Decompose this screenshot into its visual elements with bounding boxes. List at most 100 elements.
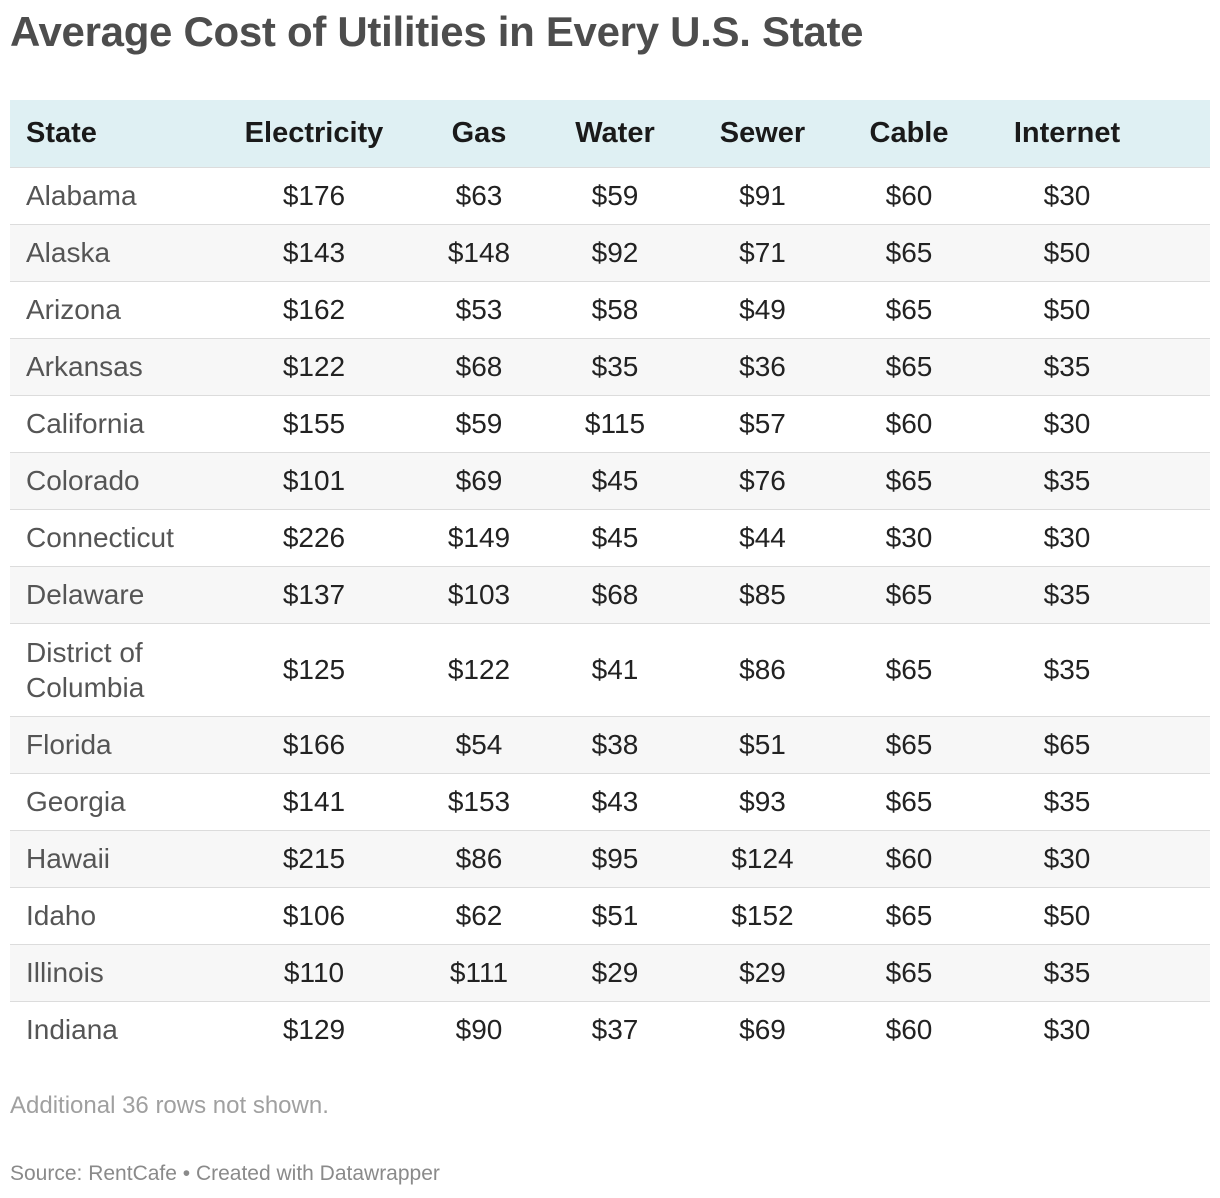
cell-state: Alabama [26, 180, 137, 211]
cell-internet: $30 [1043, 1013, 1091, 1045]
table-row: Colorado $101 $69 $45 $76 $65 $35 $3 [10, 452, 1210, 509]
cell-total: $4 [1161, 1001, 1210, 1058]
cell-total: $4 [1161, 167, 1210, 224]
cell-internet: $30 [1043, 179, 1091, 211]
cell-water: $92 [591, 236, 639, 268]
cell-internet: $50 [1043, 899, 1091, 931]
cell-electricity: $215 [282, 842, 346, 874]
cell-gas: $122 [447, 653, 511, 685]
cell-water: $43 [591, 785, 639, 817]
cell-gas: $62 [455, 899, 503, 931]
cell-gas: $69 [455, 464, 503, 496]
cell-total: $3 [1161, 452, 1210, 509]
cell-sewer: $124 [731, 842, 794, 874]
cell-gas: $54 [455, 728, 503, 760]
cell-total: $3 [1161, 338, 1210, 395]
cell-state: Arkansas [26, 351, 143, 382]
cell-gas: $90 [455, 1013, 503, 1045]
column-header-total[interactable]: To [1161, 100, 1210, 167]
cell-state: Colorado [26, 465, 140, 496]
table-row: California $155 $59 $115 $57 $60 $30 $4 [10, 395, 1210, 452]
cell-internet: $35 [1043, 464, 1091, 496]
source-credit: Source: RentCafe • Created with Datawrap… [10, 1162, 440, 1185]
cell-water: $35 [591, 350, 639, 382]
cell-total: $4 [1161, 623, 1210, 716]
cell-gas: $153 [447, 785, 511, 817]
utilities-table: State Electricity Gas Water Sewer Cable … [10, 100, 1210, 1058]
cell-cable: $65 [885, 956, 933, 988]
cell-water: $38 [591, 728, 639, 760]
cell-cable: $30 [885, 521, 933, 553]
cell-internet: $50 [1043, 293, 1091, 325]
cell-internet: $50 [1043, 236, 1091, 268]
cell-electricity: $125 [282, 653, 346, 685]
cell-electricity: $101 [282, 464, 346, 496]
table-row: Arizona $162 $53 $58 $49 $65 $50 $4 [10, 281, 1210, 338]
table-viewport[interactable]: State Electricity Gas Water Sewer Cable … [10, 100, 1210, 1074]
cell-total: $4 [1161, 887, 1210, 944]
cell-gas: $53 [455, 293, 503, 325]
cell-total: $4 [1161, 395, 1210, 452]
cell-gas: $63 [455, 179, 503, 211]
cell-state: Connecticut [26, 522, 174, 553]
cell-electricity: $143 [282, 236, 346, 268]
column-header-state[interactable]: State [26, 116, 97, 149]
cell-internet: $35 [1043, 350, 1091, 382]
cell-electricity: $122 [282, 350, 346, 382]
column-header-cable[interactable]: Cable [869, 116, 949, 149]
cell-state: Arizona [26, 294, 121, 325]
table-row: Arkansas $122 $68 $35 $36 $65 $35 $3 [10, 338, 1210, 395]
cell-internet: $65 [1043, 728, 1091, 760]
table-row: Alabama $176 $63 $59 $91 $60 $30 $4 [10, 167, 1210, 224]
cell-cable: $60 [885, 842, 933, 874]
column-header-gas[interactable]: Gas [451, 116, 507, 149]
column-header-internet[interactable]: Internet [1013, 116, 1121, 149]
cell-state: Illinois [26, 957, 104, 988]
cell-electricity: $141 [282, 785, 346, 817]
column-header-water[interactable]: Water [575, 116, 655, 149]
cell-cable: $65 [885, 350, 933, 382]
table-row: Connecticut $226 $149 $45 $44 $30 $30 $5 [10, 509, 1210, 566]
cell-water: $115 [584, 407, 646, 439]
cell-gas: $149 [447, 521, 511, 553]
table-row: Delaware $137 $103 $68 $85 $65 $35 $4 [10, 566, 1210, 623]
cell-electricity: $110 [283, 956, 345, 988]
cell-gas: $68 [455, 350, 503, 382]
cell-sewer: $93 [739, 785, 786, 817]
cell-internet: $35 [1043, 785, 1091, 817]
cell-gas: $111 [449, 956, 509, 988]
cell-cable: $65 [885, 464, 933, 496]
cell-water: $45 [591, 464, 639, 496]
table-row: Georgia $141 $153 $43 $93 $65 $35 $5 [10, 773, 1210, 830]
cell-sewer: $49 [739, 293, 786, 325]
cell-water: $59 [591, 179, 639, 211]
cell-water: $68 [591, 578, 639, 610]
cell-total: $4 [1161, 716, 1210, 773]
cell-sewer: $29 [739, 956, 786, 988]
column-header-sewer[interactable]: Sewer [719, 116, 806, 149]
cell-internet: $30 [1043, 521, 1091, 553]
table-row: Illinois $110 $111 $29 $29 $65 $35 $3 [10, 944, 1210, 1001]
cell-total: $3 [1161, 944, 1210, 1001]
cell-sewer: $57 [739, 407, 786, 439]
cell-electricity: $106 [282, 899, 346, 931]
column-header-electricity[interactable]: Electricity [244, 116, 384, 149]
cell-water: $45 [591, 521, 639, 553]
header-row: State Electricity Gas Water Sewer Cable … [10, 100, 1210, 167]
table-notes: Additional 36 rows not shown. [10, 1092, 329, 1119]
table-row: Indiana $129 $90 $37 $69 $60 $30 $4 [10, 1001, 1210, 1058]
cell-total: $5 [1161, 509, 1210, 566]
cell-state: Florida [26, 729, 112, 760]
cell-sewer: $85 [739, 578, 786, 610]
cell-sewer: $51 [739, 728, 786, 760]
cell-cable: $65 [885, 899, 933, 931]
cell-sewer: $36 [739, 350, 786, 382]
cell-total: $5 [1161, 773, 1210, 830]
cell-total: $5 [1161, 224, 1210, 281]
cell-state: California [26, 408, 145, 439]
cell-electricity: $137 [282, 578, 346, 610]
cell-sewer: $91 [739, 179, 786, 211]
cell-sewer: $76 [739, 464, 786, 496]
table-row: Idaho $106 $62 $51 $152 $65 $50 $4 [10, 887, 1210, 944]
cell-electricity: $166 [282, 728, 346, 760]
